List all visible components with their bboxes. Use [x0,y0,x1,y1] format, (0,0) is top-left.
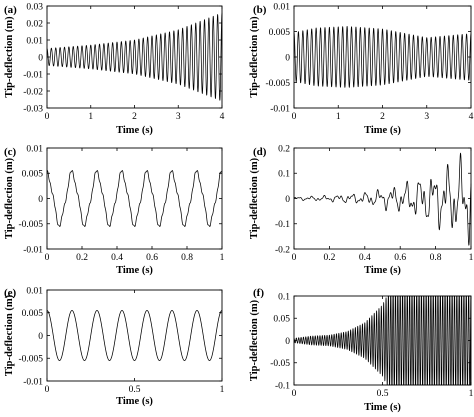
panel-label: (b) [253,4,267,16]
series-line [46,310,223,361]
panel-label: (f) [253,287,264,299]
y-tick-label: 0 [285,337,290,347]
y-tick-label: -0.05 [270,359,290,369]
x-axis-label: Time (s) [364,125,401,136]
y-tick-label: 0.05 [273,315,290,325]
y-tick-label: 0.1 [278,170,290,180]
y-tick-label: 0.03 [26,2,43,12]
x-tick-label: 1 [469,389,474,399]
y-tick-label: 0.2 [278,144,290,154]
x-tick-label: 0.8 [181,253,193,263]
x-tick-label: 3 [176,112,181,122]
x-tick-label: 0.6 [394,253,406,263]
x-tick-label: 1 [336,112,341,122]
x-tick-label: 0.4 [111,253,123,263]
panel-label: (a) [4,4,17,16]
y-tick-label: -0.01 [23,70,43,80]
y-tick-label: 0.005 [269,28,291,38]
x-tick-label: 3 [424,112,429,122]
y-tick-label: -0.005 [18,220,43,230]
y-tick-label: -0.2 [275,245,290,255]
y-tick-label: -0.02 [23,87,43,97]
x-tick-label: 0.5 [129,385,141,395]
plot-frame [46,289,223,382]
y-tick-label: -0.01 [23,245,43,255]
x-axis-label: Time (s) [364,402,401,413]
x-tick-label: 1 [220,385,225,395]
x-tick-label: 0.2 [323,253,335,263]
x-tick-label: 0 [292,389,297,399]
y-tick-label: -0.03 [23,104,43,114]
y-tick-label: 0.01 [26,36,43,46]
series-line [46,170,223,227]
x-tick-label: 0.5 [377,389,389,399]
x-axis-label: Time (s) [116,125,153,136]
y-tick-label: 0.02 [26,19,43,29]
panel-e: (e) 0 0.5 1 0.01 0.005 0 -0.005 -0.01 Time (s) Tip… [4,286,225,407]
x-tick-label: 0 [292,253,297,263]
x-tick-label: 1 [220,253,225,263]
y-tick-label: 0 [285,195,290,205]
y-tick-label: 0 [38,195,43,205]
plot-frame [46,147,223,250]
series-line [293,26,472,88]
series-line [293,295,472,386]
x-tick-label: 1 [469,253,474,263]
y-tick-label: 0.1 [278,292,290,302]
x-tick-label: 4 [469,112,474,122]
x-tick-label: 0 [45,385,50,395]
x-axis-label: Time (s) [116,396,153,407]
y-axis-label: Tip-deflection (m) [249,16,260,98]
y-axis-label: Tip-deflection (m) [4,294,15,376]
y-axis-label: Tip-deflection (m) [249,157,260,239]
y-tick-label: -0.1 [275,381,290,391]
x-tick-label: 0.6 [146,253,158,263]
plot-frame [293,5,472,109]
x-axis-label: Time (s) [364,265,401,276]
panel-label: (d) [253,146,267,158]
y-tick-label: 0.01 [273,2,290,12]
y-tick-label: -0.005 [18,355,43,365]
plot-frame [46,5,223,109]
x-tick-label: 0.2 [76,253,88,263]
y-tick-label: 0 [38,332,43,342]
x-tick-label: 2 [132,112,137,122]
y-tick-label: 0 [285,53,290,63]
panel-b: (b) 0 1 2 3 4 0.01 0.005 0 -0.005 -0.01 Time (s) Tip… [249,2,474,136]
y-tick-label: 0.005 [22,309,44,319]
x-tick-label: 0 [45,112,50,122]
y-tick-label: -0.1 [275,220,290,230]
x-tick-label: 0 [45,253,50,263]
panel-label: (e) [4,287,17,299]
panel-d: (d) 0 0.2 0.4 0.6 0.8 1 0.2 0.1 0 -0.1 -0.2 Time (s)… [249,144,474,276]
x-tick-label: 1 [88,112,93,122]
y-axis-label: Tip-deflection (m) [4,157,15,239]
x-tick-label: 0.4 [359,253,371,263]
x-tick-label: 0 [292,112,297,122]
panel-label: (c) [4,146,17,158]
y-tick-label: 0.01 [26,286,43,296]
series-line [46,12,223,101]
panel-a: (a) 0 1 2 3 4 0.03 0.02 0.01 0 -0.01 -0.02 -0.03 Time… [4,2,225,136]
y-tick-label: 0.005 [22,170,44,180]
x-tick-label: 4 [220,112,225,122]
y-axis-label: Tip-deflection (m) [4,16,15,98]
y-tick-label: -0.01 [270,104,290,114]
y-tick-label: 0 [38,53,43,63]
x-tick-label: 2 [380,112,385,122]
y-tick-label: -0.01 [23,377,43,387]
panel-c: (c) 0 0.2 0.4 0.6 0.8 1 0.01 0.005 0 -0.005 -0.01 Ti… [4,144,225,276]
y-axis-label: Tip-deflection (m) [249,299,260,381]
y-tick-label: -0.005 [265,79,290,89]
series-line [293,152,472,246]
x-tick-label: 0.8 [430,253,442,263]
y-tick-label: 0.01 [26,144,43,154]
panel-f: (f) 0 0.5 1 0.1 0.05 0 -0.05 -0.1 Time (s) Tip-def… [249,287,474,413]
x-axis-label: Time (s) [116,265,153,276]
